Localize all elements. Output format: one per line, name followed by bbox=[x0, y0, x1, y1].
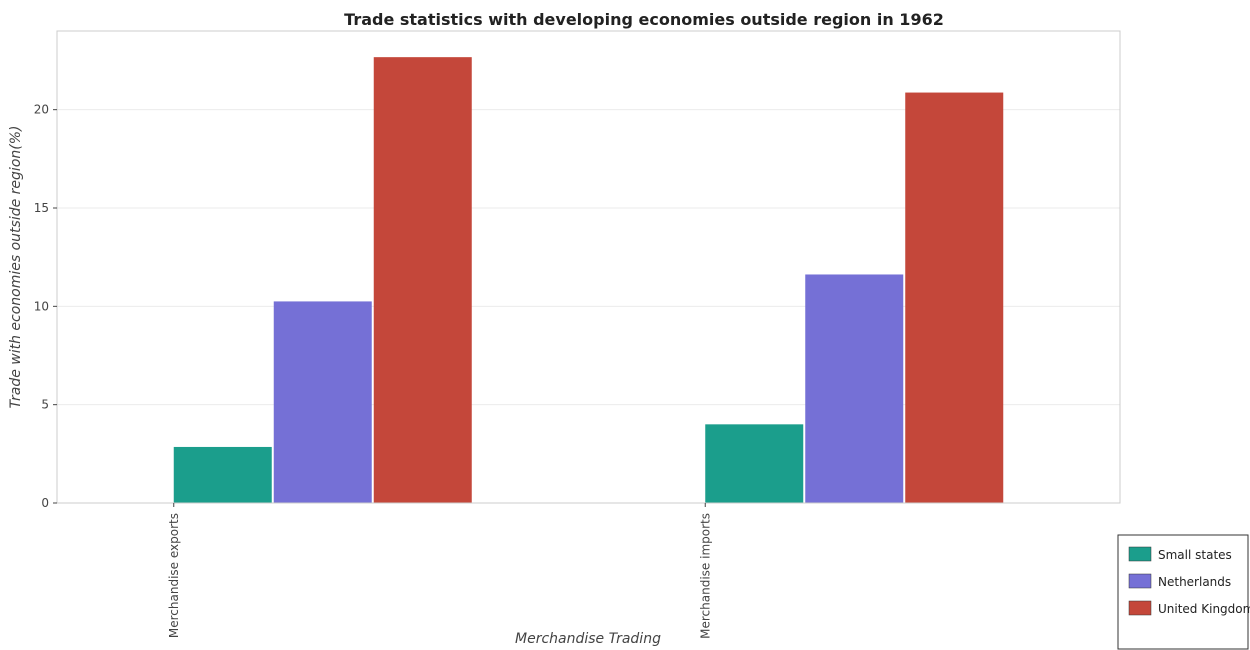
y-axis-label: Trade with economies outside region(%) bbox=[8, 126, 24, 409]
x-axis-label: Merchandise Trading bbox=[515, 631, 661, 647]
bars bbox=[173, 57, 1004, 503]
legend-label: United Kingdom bbox=[1158, 602, 1250, 616]
y-tick-label: 15 bbox=[34, 201, 49, 215]
y-tick-label: 0 bbox=[41, 496, 49, 510]
bar-small-states bbox=[173, 446, 272, 503]
bar-netherlands bbox=[805, 274, 904, 503]
y-tick-label: 10 bbox=[34, 299, 49, 313]
y-tick-label: 5 bbox=[41, 398, 49, 412]
y-axis: 0 5 10 15 20 bbox=[34, 103, 57, 510]
x-axis: Merchandise exports Merchandise imports bbox=[167, 503, 712, 639]
plot-frame bbox=[56, 30, 1121, 504]
bar-small-states bbox=[705, 424, 804, 503]
chart-title: Trade statistics with developing economi… bbox=[344, 10, 944, 29]
bar-united-kingdom bbox=[905, 92, 1004, 503]
legend-swatch bbox=[1128, 573, 1152, 589]
legend: Small states Netherlands United Kingdom bbox=[1117, 534, 1250, 650]
legend-swatch bbox=[1128, 546, 1152, 562]
legend-label: Small states bbox=[1158, 548, 1232, 562]
legend-swatch bbox=[1128, 600, 1152, 616]
x-tick-label: Merchandise imports bbox=[698, 513, 712, 639]
bar-united-kingdom bbox=[373, 57, 472, 503]
x-tick-label: Merchandise exports bbox=[167, 513, 181, 638]
y-tick-label: 20 bbox=[34, 103, 49, 117]
legend-label: Netherlands bbox=[1158, 575, 1231, 589]
bar-netherlands bbox=[273, 301, 372, 503]
